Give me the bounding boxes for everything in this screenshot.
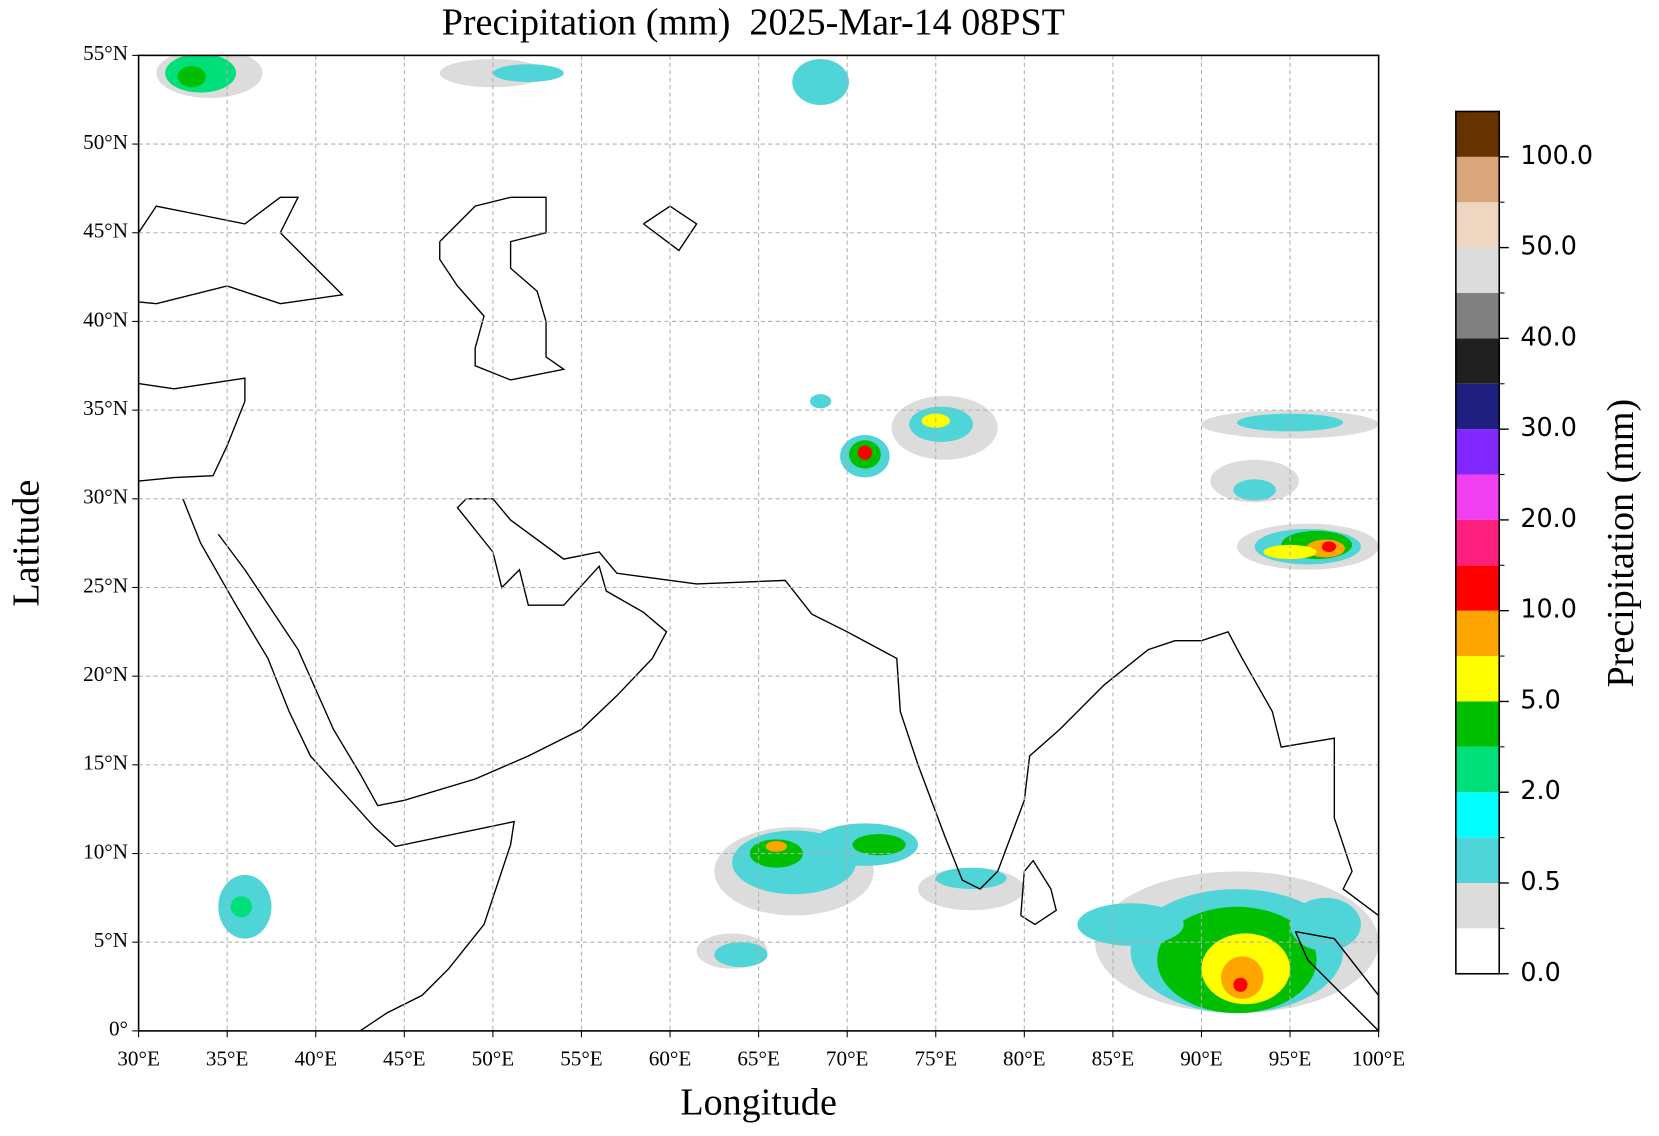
- colorbar-tick-label: 20.0: [1520, 503, 1577, 533]
- x-tick-label: 65°E: [737, 1046, 780, 1070]
- precip-area: [857, 445, 872, 460]
- colorbar-swatch: [1455, 565, 1500, 611]
- colorbar-swatch: [1455, 610, 1500, 657]
- colorbar-tick-label: 50.0: [1520, 231, 1577, 261]
- coastline: [439, 196, 566, 381]
- precip-area: [492, 64, 564, 82]
- x-tick-label: 30°E: [117, 1046, 160, 1070]
- y-tick-label: 10°N: [83, 839, 128, 863]
- colorbar-swatch: [1455, 746, 1500, 793]
- colorbar-swatch: [1455, 338, 1500, 384]
- precip-area: [1233, 479, 1276, 501]
- colorbar-swatch: [1455, 383, 1500, 430]
- y-tick-label: 5°N: [94, 928, 128, 952]
- colorbar-label: Precipitation (mm): [1600, 399, 1642, 688]
- precip-area: [852, 834, 906, 856]
- colorbar-tick-label: 0.5: [1520, 866, 1560, 896]
- x-tick-label: 80°E: [1003, 1046, 1046, 1070]
- colorbar-swatch: [1455, 882, 1500, 929]
- x-tick-label: 60°E: [649, 1046, 692, 1070]
- y-axis-label: Latitude: [5, 480, 47, 607]
- x-tick-label: 100°E: [1352, 1046, 1405, 1070]
- precip-area: [1321, 541, 1337, 552]
- y-tick-label: 35°N: [83, 396, 128, 420]
- y-tick-label: 15°N: [83, 751, 128, 775]
- colorbar-tick-label: 2.0: [1520, 775, 1560, 805]
- x-tick-label: 35°E: [206, 1046, 249, 1070]
- colorbar-swatch: [1455, 928, 1500, 974]
- colorbar-swatch: [1455, 792, 1500, 838]
- map-title: Precipitation (mm) 2025-Mar-14 08PST: [442, 1, 1065, 43]
- x-tick-label: 85°E: [1092, 1046, 1135, 1070]
- x-tick-label: 70°E: [826, 1046, 869, 1070]
- colorbar-tick-label: 30.0: [1520, 412, 1577, 442]
- colorbar-swatch: [1455, 837, 1500, 883]
- x-tick-label: 95°E: [1269, 1046, 1312, 1070]
- x-tick-label: 40°E: [294, 1046, 337, 1070]
- plot-frame: [137, 54, 1380, 1032]
- coastline: [1294, 930, 1379, 1031]
- precip-area: [714, 942, 768, 968]
- x-tick-label: 45°E: [383, 1046, 426, 1070]
- colorbar-swatch: [1455, 701, 1500, 747]
- colorbar-tick-label: 10.0: [1520, 594, 1577, 624]
- precip-area: [230, 896, 252, 918]
- y-tick-label: 25°N: [83, 573, 128, 597]
- colorbar-swatch: [1455, 202, 1500, 248]
- precip-area: [792, 58, 849, 106]
- precip-area: [1220, 956, 1264, 999]
- precip-area: [1233, 977, 1248, 992]
- colorbar-tick-label: 0.0: [1520, 957, 1560, 987]
- y-tick-label: 45°N: [83, 219, 128, 243]
- y-tick-label: 0°: [109, 1017, 128, 1041]
- x-axis-label: Longitude: [680, 1082, 837, 1124]
- colorbar-tick-label: 40.0: [1520, 321, 1577, 351]
- colorbar-frame: [1455, 110, 1501, 975]
- colorbar-swatch: [1455, 519, 1500, 566]
- colorbar-swatch: [1455, 474, 1500, 520]
- y-tick-label: 30°N: [83, 485, 128, 509]
- precip-area: [765, 841, 787, 852]
- colorbar-swatch: [1455, 156, 1500, 203]
- x-tick-label: 75°E: [914, 1046, 957, 1070]
- colorbar-swatch: [1455, 656, 1500, 702]
- colorbar-swatch: [1455, 429, 1500, 475]
- y-tick-label: 50°N: [83, 130, 128, 154]
- precip-area: [809, 394, 832, 409]
- x-tick-label: 55°E: [560, 1046, 603, 1070]
- coastline: [138, 377, 246, 482]
- colorbar-swatch: [1455, 247, 1500, 293]
- x-tick-label: 90°E: [1180, 1046, 1223, 1070]
- colorbar-swatch: [1455, 292, 1500, 339]
- colorbar-swatch: [1455, 111, 1500, 157]
- y-tick-label: 55°N: [83, 41, 128, 65]
- precip-area: [1077, 903, 1184, 946]
- precip-area: [1236, 413, 1344, 432]
- x-tick-label: 50°E: [472, 1046, 515, 1070]
- colorbar-tick-label: 5.0: [1520, 684, 1560, 714]
- precip-area: [1290, 897, 1361, 952]
- coastline: [217, 498, 813, 807]
- colorbar-tick-label: 100.0: [1520, 140, 1593, 170]
- y-tick-label: 20°N: [83, 662, 128, 686]
- coastline: [182, 498, 515, 1031]
- y-tick-label: 40°N: [83, 307, 128, 331]
- precip-area: [935, 867, 1007, 889]
- precip-area: [177, 66, 206, 88]
- coastline: [643, 205, 698, 252]
